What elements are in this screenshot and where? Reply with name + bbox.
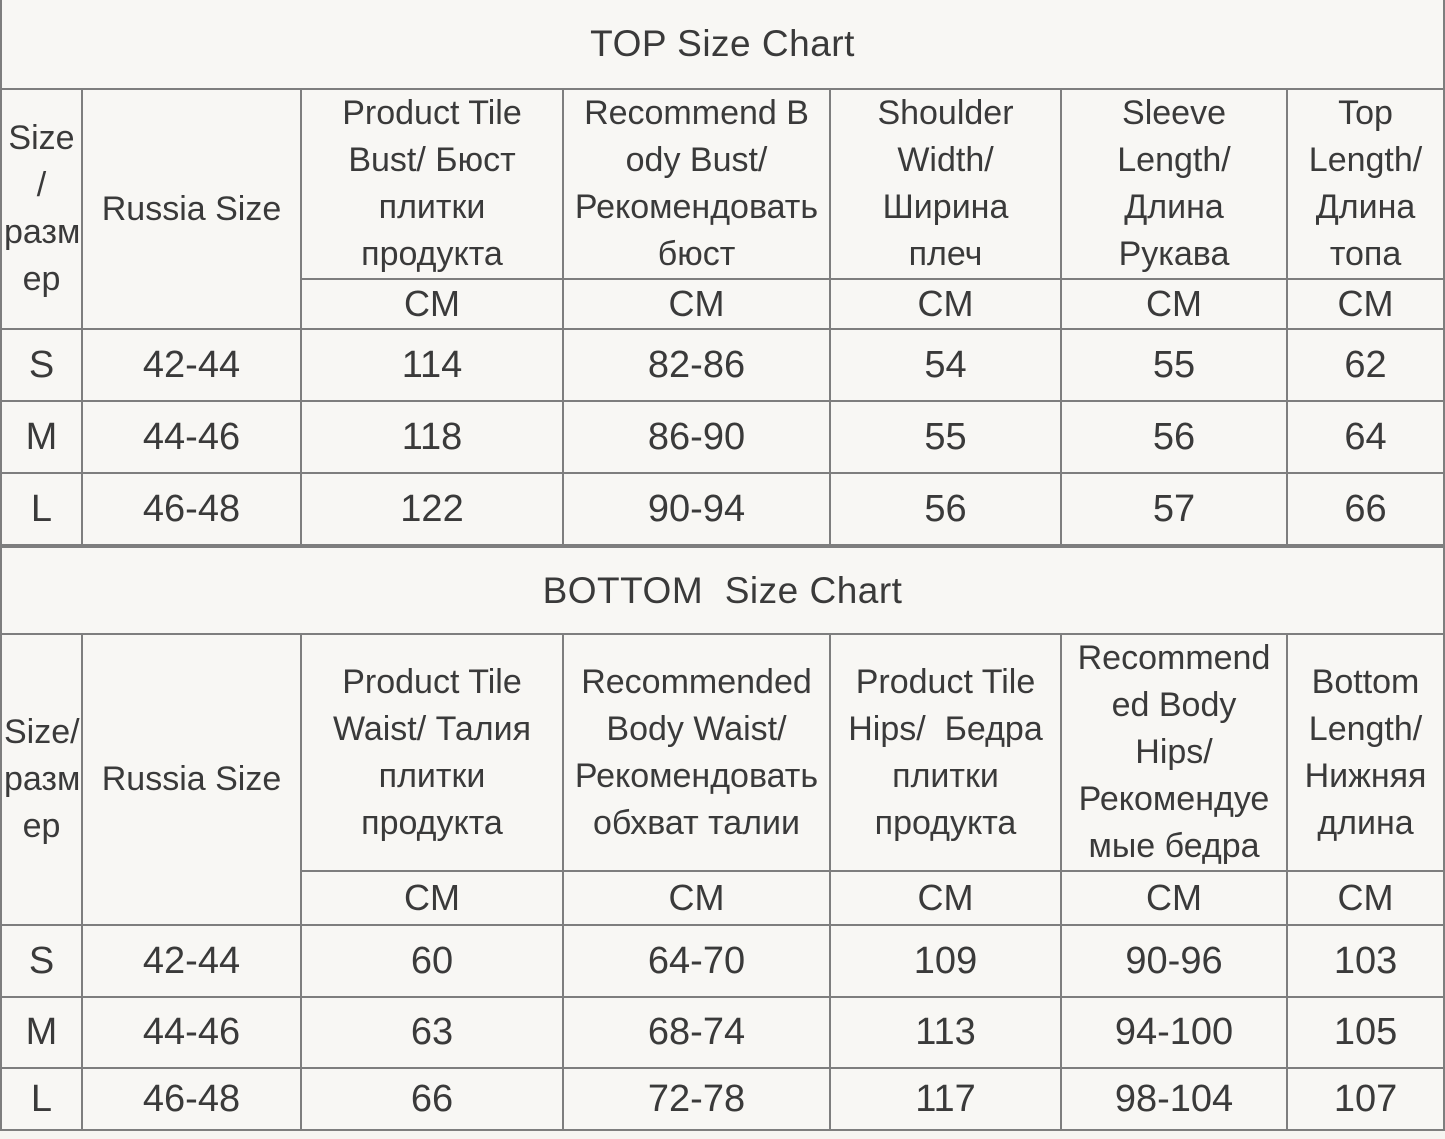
- value-cell: 54: [829, 328, 1062, 402]
- unit-cell: CM: [300, 278, 564, 330]
- bottom-header-bottom-length: Bottom Length/ Нижняя длина: [1285, 633, 1445, 872]
- value-cell: 55: [1060, 328, 1288, 402]
- value-cell: 114: [300, 328, 564, 402]
- value-cell: 118: [300, 400, 564, 474]
- value-cell: 68-74: [562, 996, 831, 1069]
- size-cell: S: [0, 924, 83, 998]
- top-chart-title-row: TOP Size Chart: [0, 0, 1445, 90]
- unit-cell: CM: [1060, 278, 1288, 330]
- value-cell: 66: [1285, 472, 1445, 546]
- top-header-top-length: Top Length/ Длина топа: [1285, 88, 1445, 280]
- bottom-chart-units-row: CM CM CM CM CM: [1, 870, 1445, 926]
- top-chart-header-row: Size / разм ер Russia Size Product Tile …: [0, 88, 1445, 330]
- bottom-row-m: M 44-46 63 68-74 113 94-100 105: [0, 996, 1445, 1069]
- top-header-size: Size / разм ер: [0, 88, 83, 330]
- value-cell: 56: [829, 472, 1062, 546]
- value-cell: 60: [300, 924, 564, 998]
- top-size-chart-table: TOP Size Chart Size / разм ер Russia Siz…: [0, 0, 1445, 546]
- size-cell: L: [0, 472, 83, 546]
- size-cell: S: [0, 328, 83, 402]
- bottom-header-recommended-body-waist: Recommended Body Waist/ Рекомендовать об…: [562, 633, 831, 872]
- value-cell: 62: [1285, 328, 1445, 402]
- value-cell: 86-90: [562, 400, 831, 474]
- value-cell: 117: [829, 1067, 1062, 1131]
- top-row-s: S 42-44 114 82-86 54 55 62: [0, 328, 1445, 402]
- top-header-sleeve-length: Sleeve Length/ Длина Рукава: [1060, 88, 1288, 280]
- top-row-l: L 46-48 122 90-94 56 57 66: [0, 472, 1445, 546]
- bottom-row-l: L 46-48 66 72-78 117 98-104 107: [0, 1067, 1445, 1131]
- value-cell: 64: [1285, 400, 1445, 474]
- value-cell: 94-100: [1060, 996, 1288, 1069]
- unit-cell: CM: [1060, 870, 1288, 926]
- value-cell: 66: [300, 1067, 564, 1131]
- unit-cell: CM: [300, 870, 564, 926]
- value-cell: 63: [300, 996, 564, 1069]
- value-cell: 113: [829, 996, 1062, 1069]
- value-cell: 82-86: [562, 328, 831, 402]
- bottom-chart-title-row: BOTTOM Size Chart: [0, 546, 1445, 635]
- russia-size-cell: 42-44: [81, 328, 302, 402]
- unit-cell: CM: [562, 278, 831, 330]
- top-row-m: M 44-46 118 86-90 55 56 64: [0, 400, 1445, 474]
- size-cell: M: [0, 400, 83, 474]
- value-cell: 72-78: [562, 1067, 831, 1131]
- value-cell: 107: [1285, 1067, 1445, 1131]
- value-cell: 103: [1285, 924, 1445, 998]
- unit-cell: CM: [829, 870, 1062, 926]
- top-header-product-tile-bust: Product Tile Bust/ Бюст плитки продукта: [300, 88, 564, 280]
- bottom-header-size: Size/ разм ер: [0, 633, 83, 926]
- size-cell: M: [0, 996, 83, 1069]
- top-chart-units-row: CM CM CM CM CM: [1, 278, 1445, 330]
- value-cell: 90-94: [562, 472, 831, 546]
- unit-cell: CM: [1285, 870, 1445, 926]
- value-cell: 105: [1285, 996, 1445, 1069]
- size-cell: L: [0, 1067, 83, 1131]
- bottom-chart-header-row: Size/ разм ер Russia Size Product Tile W…: [0, 633, 1445, 926]
- bottom-header-product-tile-hips: Product Tile Hips/ Бедра плитки продукта: [829, 633, 1062, 872]
- russia-size-cell: 42-44: [81, 924, 302, 998]
- value-cell: 109: [829, 924, 1062, 998]
- bottom-chart-title: BOTTOM Size Chart: [0, 546, 1445, 635]
- value-cell: 64-70: [562, 924, 831, 998]
- bottom-size-chart-table: BOTTOM Size Chart Size/ разм ер Russia S…: [0, 546, 1445, 1131]
- top-header-russia-size: Russia Size: [81, 88, 302, 330]
- value-cell: 56: [1060, 400, 1288, 474]
- top-header-shoulder-width: Shoulder Width/ Ширина плеч: [829, 88, 1062, 280]
- value-cell: 57: [1060, 472, 1288, 546]
- russia-size-cell: 46-48: [81, 472, 302, 546]
- russia-size-cell: 44-46: [81, 400, 302, 474]
- russia-size-cell: 44-46: [81, 996, 302, 1069]
- bottom-header-product-tile-waist: Product Tile Waist/ Талия плитки продукт…: [300, 633, 564, 872]
- value-cell: 90-96: [1060, 924, 1288, 998]
- value-cell: 98-104: [1060, 1067, 1288, 1131]
- bottom-row-s: S 42-44 60 64-70 109 90-96 103: [0, 924, 1445, 998]
- unit-cell: CM: [829, 278, 1062, 330]
- unit-cell: CM: [1285, 278, 1445, 330]
- bottom-header-russia-size: Russia Size: [81, 633, 302, 926]
- value-cell: 55: [829, 400, 1062, 474]
- value-cell: 122: [300, 472, 564, 546]
- top-header-recommend-body-bust: Recommend B ody Bust/ Рекомендовать бюст: [562, 88, 831, 280]
- unit-cell: CM: [562, 870, 831, 926]
- russia-size-cell: 46-48: [81, 1067, 302, 1131]
- bottom-header-recommended-body-hips: Recommend ed Body Hips/ Рекомендуе мые б…: [1060, 633, 1288, 872]
- top-chart-title: TOP Size Chart: [0, 0, 1445, 90]
